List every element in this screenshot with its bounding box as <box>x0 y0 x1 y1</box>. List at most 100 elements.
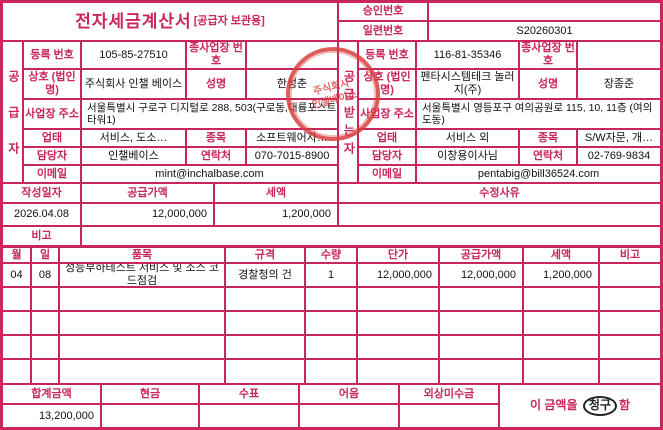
supplier-addr-value: 서울특별시 구로구 디지털로 288, 503(구로동,대륭포스트타워1) <box>82 100 337 128</box>
item-empty-cell <box>600 288 660 310</box>
revision-reason-header: 수정사유 <box>339 184 660 202</box>
buyer-addr-label: 사업장 주소 <box>359 100 415 128</box>
item-empty-cell <box>358 312 438 334</box>
buyer-reg-label: 등록 번호 <box>359 42 415 68</box>
item-empty-cell <box>32 288 58 310</box>
item-header-tax: 세액 <box>524 248 598 262</box>
item-header-price: 단가 <box>358 248 438 262</box>
supplier-corp-value: 주식회사 인챌 베이스 <box>82 70 185 98</box>
buyer-email-label: 이메일 <box>359 166 415 182</box>
tax-amount-header: 세액 <box>215 184 337 202</box>
page-title: 전자세금계산서 [공급자 보관용] <box>3 3 337 40</box>
buyer-side-label: 공급받는자 <box>339 42 357 182</box>
supplier-phone-value: 070-7015-8900 <box>247 148 337 164</box>
item-row-price: 12,000,000 <box>358 264 438 286</box>
supplier-contact-label: 담당자 <box>24 148 80 164</box>
item-empty-cell <box>3 336 30 358</box>
buyer-reg-value: 116-81-35346 <box>417 42 518 68</box>
check-value <box>200 405 298 427</box>
item-empty-cell <box>32 360 58 383</box>
credit-label: 외상미수금 <box>400 385 498 403</box>
buyer-phone-value: 02-769-9834 <box>578 148 660 164</box>
buyer-phone-label: 연락처 <box>520 148 576 164</box>
item-empty-cell <box>306 336 356 358</box>
item-empty-cell <box>3 288 30 310</box>
supply-amount-header: 공급가액 <box>82 184 213 202</box>
item-empty-cell <box>524 288 598 310</box>
buyer-ceo-value: 장종준 <box>578 70 660 98</box>
claim-prefix: 이 금액을 <box>530 398 578 413</box>
supply-amount-value: 12,000,000 <box>82 204 213 225</box>
supplier-subbiz-label: 종사업장 번호 <box>187 42 245 68</box>
write-date-header: 작성일자 <box>3 184 80 202</box>
item-row-name: 성능부하테스트 서비스 및 소스 코드점검 <box>60 264 224 286</box>
item-empty-cell <box>60 360 224 383</box>
buyer-biztype-value: 서비스 외 <box>417 130 518 146</box>
item-header-day: 일 <box>32 248 58 262</box>
supplier-reg-label: 등록 번호 <box>24 42 80 68</box>
item-row-tax: 1,200,000 <box>524 264 598 286</box>
supplier-biztype-label: 업태 <box>24 130 80 146</box>
item-row-month: 04 <box>3 264 30 286</box>
serial-number-label: 일련번호 <box>339 22 427 40</box>
supplier-contact-value: 인챌베이스 <box>82 148 185 164</box>
approval-number-value <box>429 3 660 20</box>
item-header-spec: 규격 <box>226 248 304 262</box>
item-empty-cell <box>440 288 522 310</box>
buyer-contact-label: 담당자 <box>359 148 415 164</box>
supplier-reg-value: 105-85-27510 <box>82 42 185 68</box>
total-amount-label: 합계금액 <box>3 385 100 403</box>
item-empty-cell <box>358 288 438 310</box>
buyer-email-value: pentabig@bill36524.com <box>417 166 660 182</box>
title-sub: [공급자 보관용] <box>193 15 265 28</box>
item-empty-cell <box>358 336 438 358</box>
item-empty-cell <box>600 312 660 334</box>
item-empty-cell <box>440 312 522 334</box>
item-empty-cell <box>3 312 30 334</box>
item-header-month: 월 <box>3 248 30 262</box>
supplier-email-value: mint@inchalbase.com <box>82 166 337 182</box>
item-empty-cell <box>524 360 598 383</box>
item-empty-cell <box>226 312 304 334</box>
item-row-day: 08 <box>32 264 58 286</box>
supplier-email-label: 이메일 <box>24 166 80 182</box>
item-header-name: 품목 <box>60 248 224 262</box>
buyer-contact-value: 이창용이사님 <box>417 148 518 164</box>
item-empty-cell <box>524 336 598 358</box>
item-empty-cell <box>306 360 356 383</box>
supplier-subbiz-value <box>247 42 337 68</box>
bill-label: 어음 <box>300 385 398 403</box>
claim-suffix: 함 <box>618 398 630 413</box>
buyer-ceo-label: 성명 <box>520 70 576 98</box>
approval-number-label: 승인번호 <box>339 3 427 20</box>
write-date-value: 2026.04.08 <box>3 204 80 225</box>
claim-statement: 이 금액을 청구 함 <box>500 385 660 427</box>
item-row-supply: 12,000,000 <box>440 264 522 286</box>
buyer-corp-label: 상호 (법인명) <box>359 70 415 98</box>
item-empty-cell <box>60 312 224 334</box>
title-main: 전자세금계산서 <box>75 11 192 31</box>
item-empty-cell <box>60 336 224 358</box>
item-row-spec: 경찰청의 건 <box>226 264 304 286</box>
buyer-bizitem-value: S/W자문, 개… <box>578 130 660 146</box>
item-row-note <box>600 264 660 286</box>
item-empty-cell <box>226 288 304 310</box>
item-header-supply: 공급가액 <box>440 248 522 262</box>
item-empty-cell <box>60 288 224 310</box>
buyer-corp-value: 펜타시스템테크 놀러지(주) <box>417 70 518 98</box>
supplier-ceo-value: 한성춘 <box>247 70 337 98</box>
revision-reason-value <box>339 204 660 225</box>
credit-value <box>400 405 498 427</box>
item-empty-cell <box>306 312 356 334</box>
item-header-note: 비고 <box>600 248 660 262</box>
item-empty-cell <box>226 336 304 358</box>
supplier-addr-label: 사업장 주소 <box>24 100 80 128</box>
supplier-biztype-value: 서비스, 도소… <box>82 130 185 146</box>
cash-label: 현금 <box>102 385 198 403</box>
item-empty-cell <box>32 312 58 334</box>
buyer-biztype-label: 업태 <box>359 130 415 146</box>
serial-number-value: S20260301 <box>429 22 660 40</box>
item-empty-cell <box>524 312 598 334</box>
item-empty-cell <box>358 360 438 383</box>
